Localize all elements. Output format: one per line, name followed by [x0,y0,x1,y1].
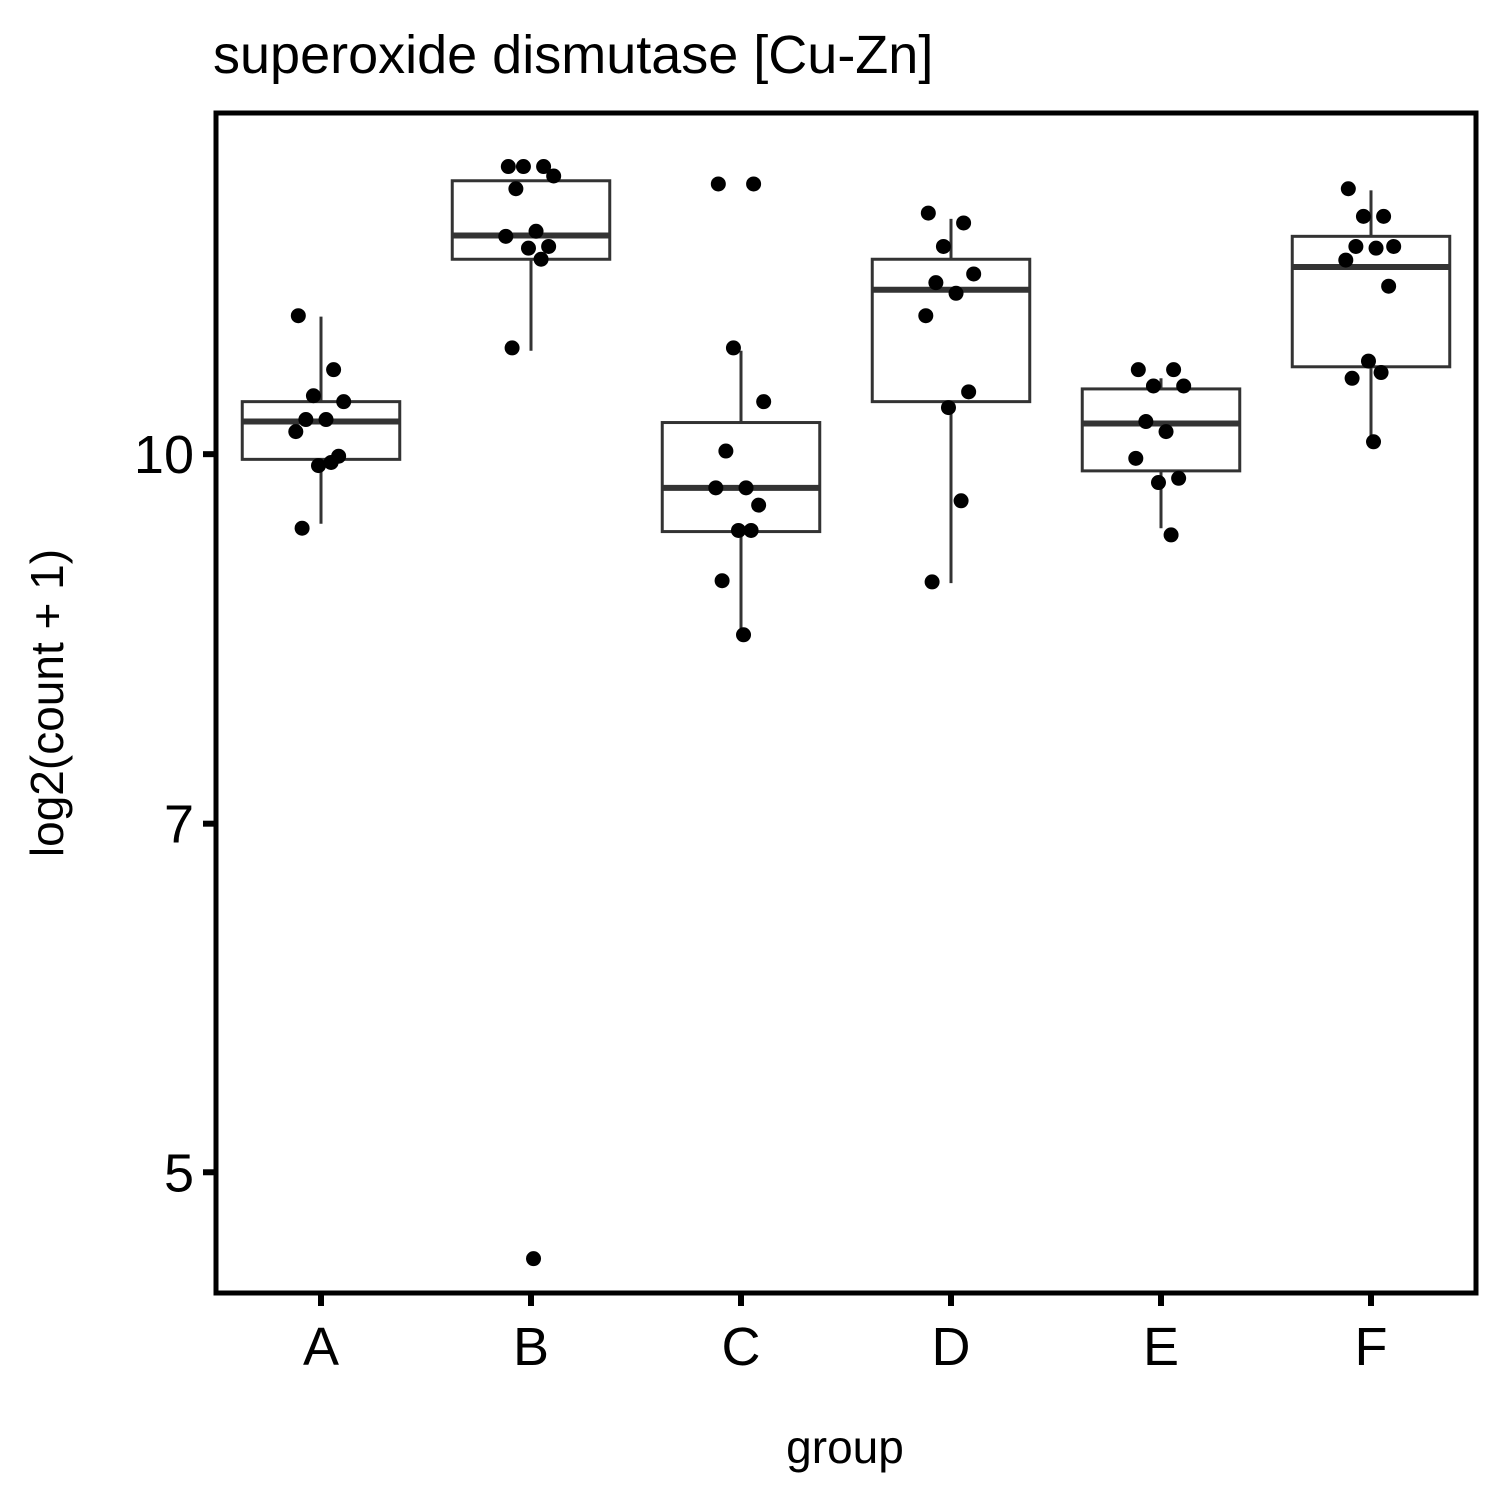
x-axis-title: group [786,1421,904,1473]
box-group-A [240,316,402,524]
data-point [1128,450,1144,466]
data-point [736,627,752,643]
data-point [546,168,562,184]
data-point [1145,378,1161,394]
data-point [756,394,772,410]
data-point [1163,527,1179,543]
data-point [290,308,306,324]
data-point [966,266,982,282]
data-point [746,176,762,192]
data-point [1366,434,1382,450]
data-point [1376,208,1392,224]
box [660,421,822,534]
x-tick-label: A [303,1317,339,1377]
data-point [1348,238,1364,254]
data-point [520,240,536,256]
box-group-E [1080,378,1242,529]
chart-title: superoxide dismutase [Cu-Zn] [213,25,933,85]
data-point [961,384,977,400]
box [1080,387,1242,473]
box [1290,234,1452,369]
data-point [738,480,754,496]
data-point [288,424,304,440]
data-point [710,176,726,192]
y-axis-title: log2(count + 1) [21,549,73,857]
x-axis: A B C D E F [303,1293,1388,1377]
data-point [1340,181,1356,197]
data-point [956,215,972,231]
data-point [504,340,520,356]
data-point [326,362,342,378]
data-point [305,388,321,404]
box-group-D [870,218,1032,584]
data-point [1166,362,1182,378]
data-point [541,238,557,254]
data-point [310,458,326,474]
y-tick-label: 5 [164,1143,194,1203]
data-point [498,228,514,244]
data-point [318,412,334,428]
data-point [526,1251,542,1267]
data-point [528,223,544,239]
box-group-F [1290,190,1452,442]
data-point [708,480,724,496]
y-tick-label: 7 [164,795,194,855]
data-point [948,285,964,301]
data-point [336,394,352,410]
data-point [515,159,531,175]
data-point [1150,475,1166,491]
x-tick-label: E [1143,1317,1179,1377]
data-point [1368,240,1384,256]
data-point [1355,208,1371,224]
data-point [918,308,934,324]
data-point [940,400,956,416]
data-point [500,159,516,175]
data-point [920,205,936,221]
data-point [924,574,940,590]
data-point [536,159,552,175]
data-point [1138,414,1154,430]
x-tick-label: C [722,1317,761,1377]
data-point [935,238,951,254]
x-tick-label: D [932,1317,971,1377]
data-point [1381,278,1397,294]
data-point [751,497,767,513]
data-point [298,412,314,428]
box [870,257,1032,404]
data-point [714,573,730,589]
box-group-C [660,350,822,635]
data-point [743,522,759,538]
box-group-B [450,179,612,351]
data-point [533,251,549,267]
data-point [725,340,741,356]
data-point [1171,470,1187,486]
x-tick-label: F [1355,1317,1388,1377]
y-tick-label: 10 [134,425,194,485]
data-point [1158,424,1174,440]
data-point [928,275,944,291]
data-point [508,181,524,197]
data-point [294,520,310,536]
data-point [1360,353,1376,369]
data-point [730,522,746,538]
data-point [1176,378,1192,394]
data-point [1130,362,1146,378]
panel-border [213,110,1479,1296]
data-point [1344,370,1360,386]
box [240,400,402,461]
data-point [323,454,339,470]
data-point [953,493,969,509]
y-axis: 5 7 10 [134,425,216,1203]
data-point [1373,365,1389,381]
data-point [718,443,734,459]
data-point [1386,238,1402,254]
x-tick-label: B [513,1317,549,1377]
plot-area [240,159,1452,1267]
data-point [1338,252,1354,268]
